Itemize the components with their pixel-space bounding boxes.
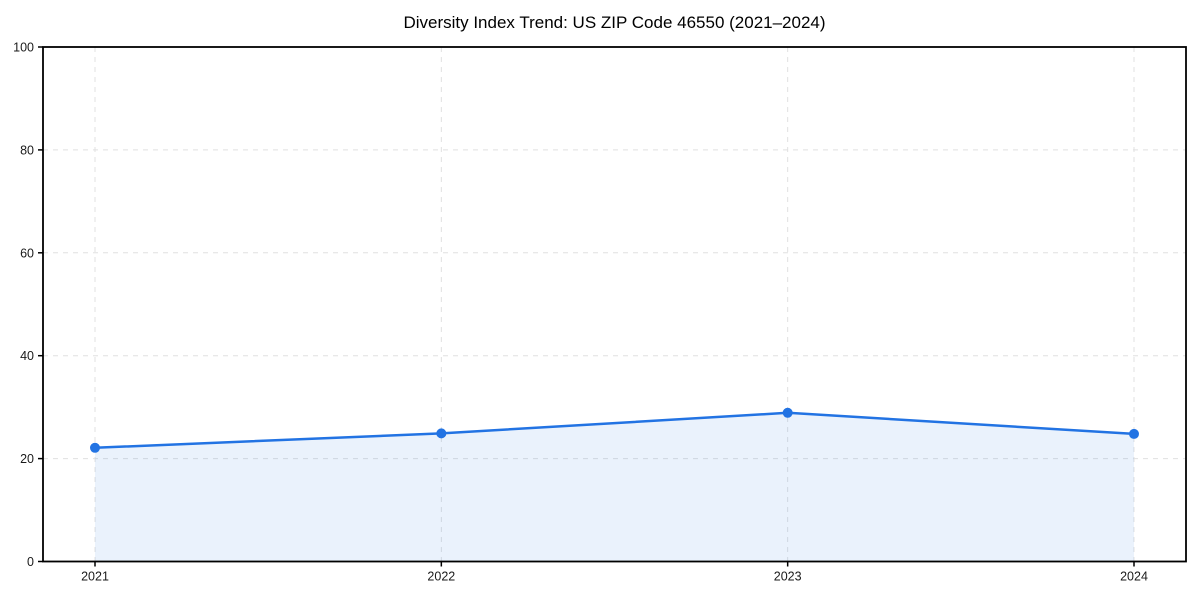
x-tick-label: 2023: [774, 570, 802, 584]
plot-border: [42, 46, 1187, 563]
data-point-2024: [1129, 428, 1139, 439]
area-fill: [95, 412, 1134, 562]
y-tick-label: 60: [20, 246, 34, 260]
chart-title: Diversity Index Trend: US ZIP Code 46550…: [403, 13, 826, 32]
x-tick-label: 2024: [1120, 570, 1148, 584]
y-tick-label: 40: [20, 349, 34, 363]
data-point-2022: [436, 428, 447, 439]
x-tick-label: 2022: [427, 570, 455, 584]
y-tick-label: 80: [20, 143, 34, 157]
y-tick-label: 0: [27, 555, 34, 569]
trend-line: [93, 411, 1136, 450]
x-tick-label: 2021: [81, 570, 109, 584]
data-point-2021: [90, 442, 100, 453]
data-point-2023: [782, 407, 793, 418]
y-tick-label: 100: [13, 41, 34, 55]
y-tick-label: 20: [20, 452, 34, 466]
